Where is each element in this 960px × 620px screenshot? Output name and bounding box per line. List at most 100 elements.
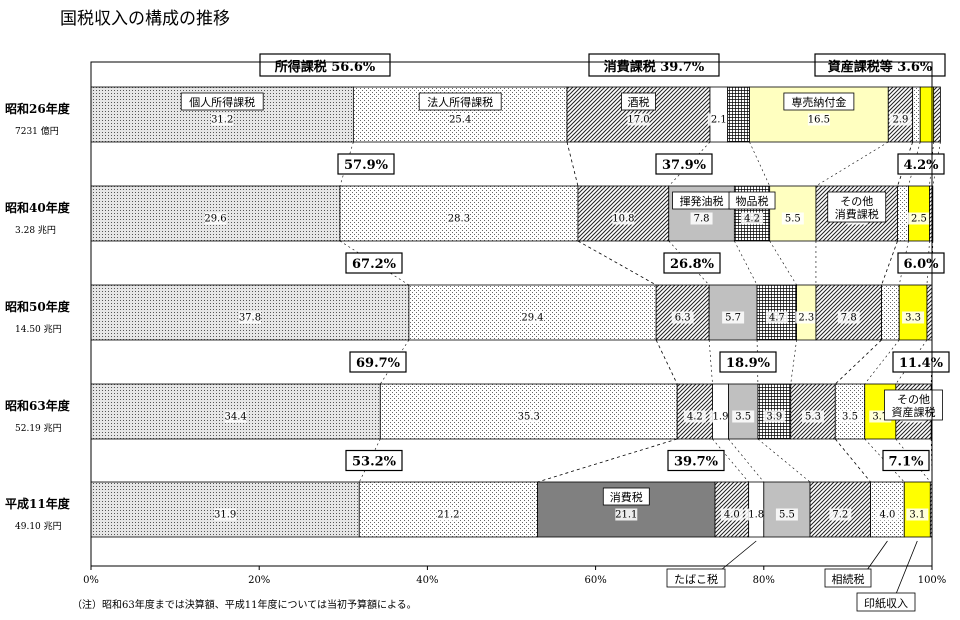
data-label: 4.2 — [687, 412, 703, 423]
data-label: 29.6 — [204, 214, 226, 225]
data-label: 37.8 — [239, 313, 261, 324]
segment-name: 揮発油税 — [672, 191, 731, 210]
data-label-bg — [795, 311, 818, 324]
data-label: 2.5 — [911, 214, 927, 225]
connector-line — [835, 339, 882, 385]
bar-row: 31.9 21.2 21.1 4.0 1.8 5.5 7.2 4.0 3.1 — [90, 481, 933, 538]
segment-name-text: 資産課税 — [891, 405, 935, 419]
data-label-bg — [437, 508, 460, 521]
connector-line — [790, 339, 797, 385]
data-label: 3.5 — [842, 412, 858, 423]
segment-name-box — [621, 92, 656, 111]
connector-line — [769, 240, 797, 286]
segment-name-text: その他 — [840, 195, 873, 208]
connector-line — [577, 240, 657, 286]
data-label-bg — [671, 311, 694, 324]
data-label: 4.0 — [879, 510, 895, 521]
data-label: 5.5 — [785, 214, 801, 225]
share-box-value: 4.2% — [904, 158, 940, 173]
share-box-value: 7.1% — [889, 455, 925, 470]
callout-leader — [720, 540, 757, 571]
bar-segment — [881, 284, 900, 341]
data-label-bg — [224, 410, 247, 423]
data-label: 29.4 — [521, 313, 543, 324]
data-label: 10.8 — [612, 214, 634, 225]
segment-name: 個人所得課税 — [180, 92, 264, 111]
connector-line — [926, 240, 930, 286]
segment-name-box — [783, 92, 855, 111]
segment-name: 物品税 — [728, 191, 776, 210]
share-box: 69.7% — [349, 351, 407, 373]
data-label: 1.9 — [713, 412, 729, 423]
group-header-box — [259, 53, 391, 77]
segment-name-text: 揮発油税 — [680, 194, 724, 208]
bar-segment — [929, 185, 934, 242]
data-label-bg — [722, 311, 745, 324]
share-box-value: 57.9% — [344, 158, 389, 173]
group-header: 資産課税等 3.6% — [814, 53, 946, 77]
x-tick-label: 0% — [83, 575, 99, 586]
data-label: 3.3 — [905, 313, 921, 324]
row-label: 昭和26年度 — [5, 101, 71, 116]
segment-name: 法人所得課税 — [418, 92, 502, 111]
connector-line — [757, 438, 811, 483]
data-label: 6.3 — [675, 313, 691, 324]
connector-line — [749, 141, 770, 187]
data-label-bg — [238, 311, 261, 324]
group-header-label: 資産課税等 3.6% — [828, 59, 933, 75]
segment-name-text: 酒税 — [627, 95, 649, 109]
share-box-frame — [667, 449, 725, 472]
row-label: 昭和50年度 — [5, 299, 71, 314]
bar-segment — [897, 185, 909, 242]
data-label-bg — [707, 113, 730, 126]
data-label: 2.1 — [711, 115, 727, 126]
callout: 相続税 — [824, 540, 888, 588]
bar-row: 29.628.310.87.84.25.59.72.5 — [90, 185, 934, 242]
data-label-bg — [449, 113, 472, 126]
callout-label: たばこ税 — [674, 572, 718, 586]
callout-box — [856, 592, 916, 612]
plot-frame — [90, 61, 933, 567]
data-label: 31.9 — [214, 510, 236, 521]
share-box-frame — [655, 153, 713, 175]
data-label: 7.8 — [694, 214, 710, 225]
share-box: 53.2% — [345, 449, 403, 472]
data-label: 4.0 — [724, 510, 740, 521]
data-label-bg — [720, 508, 743, 521]
share-box: 26.8% — [663, 252, 721, 274]
data-label-bg — [829, 508, 852, 521]
connector-line — [834, 438, 871, 483]
connector-line — [929, 141, 934, 187]
data-label-bg — [690, 212, 713, 225]
share-box-value: 69.7% — [356, 356, 401, 371]
data-label: 35.3 — [518, 412, 540, 423]
connector-line — [712, 438, 749, 483]
data-label-bg — [765, 311, 788, 324]
data-label-bg — [211, 113, 234, 126]
share-box: 57.9% — [337, 153, 395, 175]
data-label: 17.0 — [627, 115, 649, 126]
data-label: 7.8 — [841, 313, 857, 324]
share-box: 11.4% — [892, 351, 950, 373]
row-total: 52.19 兆円 — [15, 423, 62, 434]
data-label: 28.3 — [448, 214, 470, 225]
data-label-bg — [745, 508, 768, 521]
callout-leader — [866, 540, 888, 571]
data-label: 3.9 — [766, 412, 782, 423]
share-box-value: 39.7% — [674, 455, 719, 470]
row-total: 7231 億円 — [15, 125, 59, 137]
data-label: 2.3 — [798, 313, 814, 324]
bar-row: 34.435.34.21.93.53.95.33.53.74.2 — [90, 383, 932, 440]
data-label: 5.3 — [805, 412, 821, 423]
connector-line — [881, 240, 898, 286]
group-header: 消費課税 39.7% — [588, 53, 720, 77]
data-label-bg — [709, 410, 732, 423]
data-label-bg — [615, 508, 638, 521]
data-label-bg — [902, 311, 925, 324]
callout-box — [824, 568, 872, 588]
data-label: 3.7 — [872, 412, 888, 423]
callout: 印紙収入 — [856, 540, 918, 612]
share-box-value: 6.0% — [904, 257, 940, 272]
